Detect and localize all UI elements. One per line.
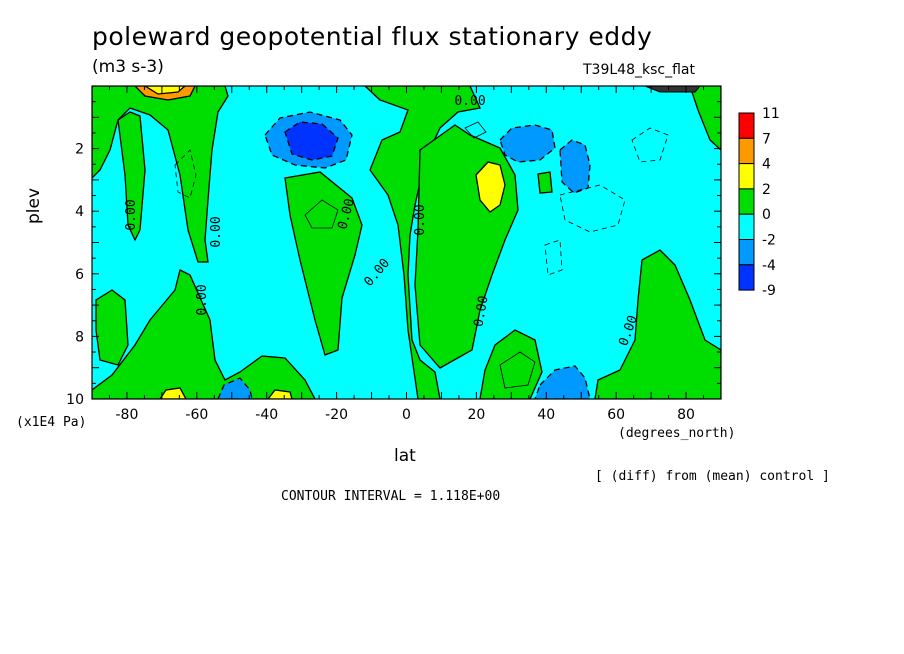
contour-label: 0.00 bbox=[209, 216, 224, 247]
run-label: T39L48_ksc_flat bbox=[583, 62, 695, 78]
colorbar-label: 4 bbox=[762, 157, 771, 173]
contour-line bbox=[499, 351, 536, 389]
x-tick-label: -60 bbox=[185, 407, 208, 423]
contour-label: 0.00 bbox=[124, 199, 139, 230]
contour-label: 0.00 bbox=[413, 204, 428, 235]
chart-units: (m3 s-3) bbox=[92, 57, 164, 77]
colorbar-swatch bbox=[738, 239, 755, 266]
region-pos-nh-lowmid bbox=[479, 329, 543, 399]
colorbar-label: -9 bbox=[762, 283, 776, 299]
colorbar-label: 2 bbox=[762, 182, 771, 198]
region-pos-sh-low bbox=[92, 269, 316, 399]
contour-label: 0.00 bbox=[195, 284, 210, 315]
contour-line bbox=[174, 149, 197, 199]
region-pos-20n-yellow bbox=[475, 161, 506, 213]
y-tick-label: 8 bbox=[75, 329, 84, 345]
y-tick-label: 10 bbox=[66, 392, 84, 408]
x-tick-label: 0 bbox=[402, 407, 411, 423]
contour-line bbox=[544, 239, 563, 276]
contour-label: 0.00 bbox=[454, 94, 485, 109]
y-tick-label: 6 bbox=[75, 267, 84, 283]
region-pos-small bbox=[537, 171, 553, 194]
colorbar-label: 11 bbox=[762, 106, 780, 122]
y-tick-label: 2 bbox=[75, 142, 84, 158]
contour-line bbox=[304, 199, 339, 229]
x-axis-label: lat bbox=[394, 446, 416, 466]
region-neg-nh-upper bbox=[499, 124, 556, 163]
x-tick-label: 80 bbox=[677, 407, 695, 423]
contour-label: 0.00 bbox=[471, 295, 491, 328]
region-neg-sh-low bbox=[217, 377, 253, 399]
x-tick-label: 40 bbox=[537, 407, 555, 423]
y-tick-label: 4 bbox=[75, 204, 84, 220]
contour-interval: CONTOUR INTERVAL = 1.118E+00 bbox=[281, 489, 501, 504]
contour-line bbox=[464, 121, 487, 139]
region-pos-sh-mid bbox=[284, 171, 363, 356]
colorbar-label: 0 bbox=[762, 207, 771, 223]
x-tick-label: -80 bbox=[116, 407, 139, 423]
colorbar-swatch bbox=[738, 112, 755, 139]
region-pos-sh-polar bbox=[92, 86, 229, 263]
colorbar-label: 7 bbox=[762, 131, 771, 147]
colorbar-label: -2 bbox=[762, 233, 776, 249]
colorbar-swatch bbox=[738, 163, 755, 190]
x-axis-unit: (degrees_north) bbox=[618, 426, 736, 441]
x-tick-label: 60 bbox=[607, 407, 625, 423]
region-pos-sh-island bbox=[95, 289, 129, 366]
plot-area bbox=[92, 86, 721, 399]
y-axis-unit: (x1E4 Pa) bbox=[16, 415, 87, 430]
region-neg-sh-core bbox=[284, 121, 339, 161]
region-neg-40n bbox=[559, 139, 591, 194]
colorbar: 11 7 4 2 0 -2 -4 -9 bbox=[738, 106, 780, 299]
region-neg-40n-low bbox=[534, 365, 591, 399]
colorbar-swatch bbox=[738, 213, 755, 240]
x-tick-label: 20 bbox=[467, 407, 485, 423]
diff-annotation: [ (diff) from (mean) control ] bbox=[595, 469, 830, 484]
region-pos-low-yellow2 bbox=[267, 389, 293, 399]
contour-line bbox=[631, 127, 669, 163]
region-pos-top-yellow bbox=[143, 86, 186, 95]
colorbar-swatch bbox=[738, 137, 755, 165]
colorbar-swatch bbox=[738, 264, 755, 291]
region-pos-sh-polar2 bbox=[117, 111, 146, 242]
region-pos-nh-high bbox=[594, 249, 721, 399]
region-pos-nh-top bbox=[689, 86, 721, 151]
colorbar-swatch bbox=[738, 188, 755, 215]
x-tick-label: -20 bbox=[325, 407, 348, 423]
region-pos-subtropics bbox=[364, 86, 481, 399]
x-tick-label: -40 bbox=[255, 407, 278, 423]
chart-title: poleward geopotential flux stationary ed… bbox=[92, 22, 653, 51]
colorbar-label: -4 bbox=[762, 258, 776, 274]
